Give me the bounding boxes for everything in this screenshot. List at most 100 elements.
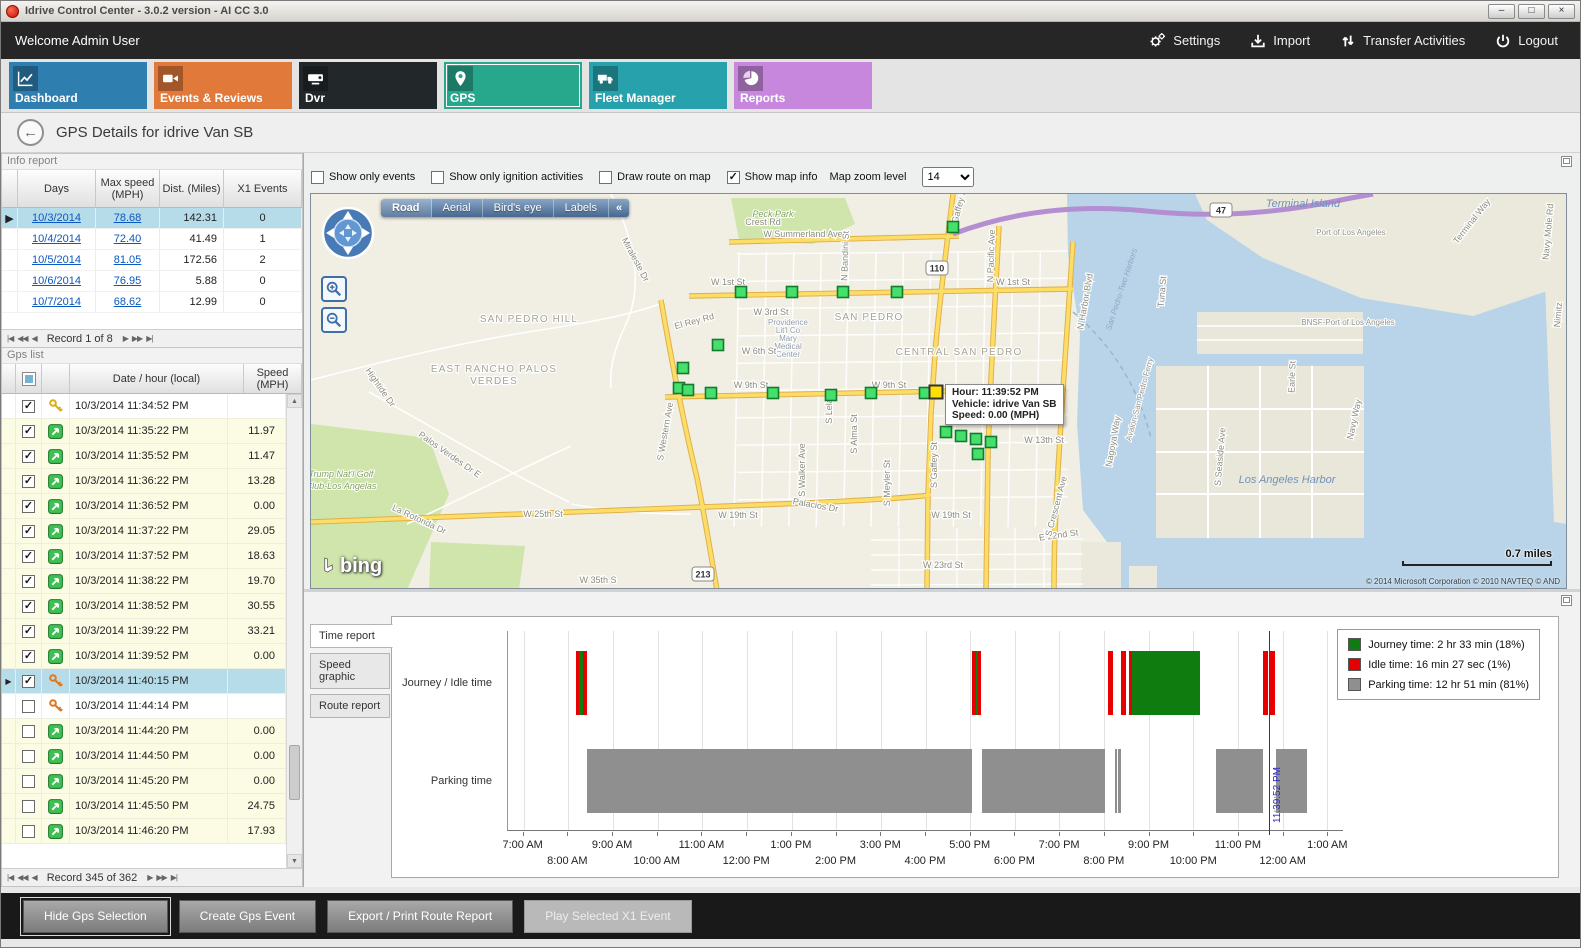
info-table-row[interactable]: 10/7/201468.6212.990 bbox=[2, 292, 302, 313]
select-all-button[interactable] bbox=[22, 372, 36, 386]
gps-marker[interactable] bbox=[941, 427, 952, 438]
checkbox[interactable]: ✓ bbox=[727, 171, 740, 184]
gps-marker[interactable] bbox=[892, 287, 903, 298]
tab-speed-graphic[interactable]: Speed graphic bbox=[310, 653, 390, 689]
gps-row[interactable]: ✓10/3/2014 11:35:22 PM11.97 bbox=[2, 419, 286, 444]
gps-marker[interactable] bbox=[678, 363, 689, 374]
scrollbar-thumb[interactable] bbox=[289, 745, 300, 800]
checkbox[interactable] bbox=[311, 171, 324, 184]
gps-row[interactable]: ✓10/3/2014 11:34:52 PM bbox=[2, 394, 286, 419]
gps-row[interactable]: ✓10/3/2014 11:35:52 PM11.47 bbox=[2, 444, 286, 469]
header-datetime[interactable]: Date / hour (local) bbox=[70, 364, 244, 394]
gps-row[interactable]: ✓10/3/2014 11:38:22 PM19.70 bbox=[2, 569, 286, 594]
hide-gps-selection-button[interactable]: Hide Gps Selection bbox=[23, 900, 168, 933]
checkbox[interactable] bbox=[599, 171, 612, 184]
gps-marker[interactable] bbox=[768, 388, 779, 399]
tab-time-report[interactable]: Time report bbox=[310, 624, 393, 648]
maximize-button[interactable]: □ bbox=[1518, 4, 1545, 19]
row-checkbox[interactable]: ✓ bbox=[22, 425, 35, 438]
row-checkbox[interactable] bbox=[22, 825, 35, 838]
collapse-map-menu-button[interactable]: « bbox=[609, 199, 629, 217]
next-page-button[interactable]: ▶▶ bbox=[156, 873, 166, 882]
row-checkbox[interactable] bbox=[22, 800, 35, 813]
gps-marker[interactable] bbox=[948, 222, 959, 233]
export-print-route-report-button[interactable]: Export / Print Route Report bbox=[327, 900, 513, 933]
tab-dvr[interactable]: Dvr bbox=[299, 62, 437, 109]
gps-row[interactable]: 10/3/2014 11:45:50 PM24.75 bbox=[2, 794, 286, 819]
info-table-row[interactable]: 10/6/201476.955.880 bbox=[2, 271, 302, 292]
row-checkbox[interactable]: ✓ bbox=[22, 575, 35, 588]
max-speed-link[interactable]: 72.40 bbox=[96, 229, 160, 250]
minimize-button[interactable]: – bbox=[1488, 4, 1515, 19]
gps-row[interactable]: ▶✓10/3/2014 11:40:15 PM bbox=[2, 669, 286, 694]
gps-row[interactable]: 10/3/2014 11:44:50 PM0.00 bbox=[2, 744, 286, 769]
gps-marker[interactable] bbox=[826, 390, 837, 401]
last-record-button[interactable]: ▶| bbox=[146, 334, 152, 343]
row-checkbox[interactable] bbox=[22, 725, 35, 738]
header-speed[interactable]: Speed (MPH) bbox=[244, 364, 302, 394]
option-show-only-ignition-activities[interactable]: Show only ignition activities bbox=[431, 171, 583, 184]
max-speed-link[interactable]: 68.62 bbox=[96, 292, 160, 313]
row-checkbox[interactable] bbox=[22, 750, 35, 763]
bing-map[interactable]: Crest RdW Summerland AveMiraleste DrN Ba… bbox=[311, 194, 1567, 589]
gps-marker[interactable] bbox=[736, 287, 747, 298]
tab-events-reviews[interactable]: Events & Reviews bbox=[154, 62, 292, 109]
last-record-button[interactable]: ▶| bbox=[171, 873, 177, 882]
info-table-row[interactable]: 10/5/201481.05172.562 bbox=[2, 250, 302, 271]
next-page-button[interactable]: ▶▶ bbox=[132, 334, 142, 343]
expand-map-panel-button[interactable] bbox=[1561, 156, 1572, 167]
scroll-up-button[interactable]: ▲ bbox=[287, 394, 302, 408]
days-link[interactable]: 10/6/2014 bbox=[18, 271, 96, 292]
next-record-button[interactable]: ▶ bbox=[123, 334, 128, 343]
gps-marker[interactable] bbox=[787, 287, 798, 298]
row-checkbox[interactable]: ✓ bbox=[22, 625, 35, 638]
map-view-aerial[interactable]: Aerial bbox=[432, 199, 483, 217]
scroll-down-button[interactable]: ▼ bbox=[287, 854, 302, 868]
row-checkbox[interactable] bbox=[22, 775, 35, 788]
max-speed-link[interactable]: 81.05 bbox=[96, 250, 160, 271]
header-max-speed[interactable]: Max speed (MPH) bbox=[96, 170, 160, 208]
checkbox[interactable] bbox=[431, 171, 444, 184]
play-selected-x1-event-button[interactable]: Play Selected X1 Event bbox=[524, 900, 691, 933]
prev-page-button[interactable]: ◀◀ bbox=[17, 873, 27, 882]
row-checkbox[interactable]: ✓ bbox=[22, 450, 35, 463]
gps-marker[interactable] bbox=[956, 431, 967, 442]
gps-row[interactable]: 10/3/2014 11:45:20 PM0.00 bbox=[2, 769, 286, 794]
gps-marker[interactable] bbox=[973, 449, 984, 460]
tab-fleet-manager[interactable]: Fleet Manager bbox=[589, 62, 727, 109]
map-container[interactable]: Crest RdW Summerland AveMiraleste DrN Ba… bbox=[310, 193, 1567, 589]
days-link[interactable]: 10/4/2014 bbox=[18, 229, 96, 250]
zoom-out-button[interactable] bbox=[321, 307, 347, 333]
gps-marker[interactable] bbox=[838, 287, 849, 298]
expand-report-panel-button[interactable] bbox=[1561, 595, 1572, 606]
action-import[interactable]: Import bbox=[1250, 33, 1310, 49]
option-show-only-events[interactable]: Show only events bbox=[311, 171, 415, 184]
tab-route-report[interactable]: Route report bbox=[310, 694, 390, 718]
days-link[interactable]: 10/7/2014 bbox=[18, 292, 96, 313]
max-speed-link[interactable]: 76.95 bbox=[96, 271, 160, 292]
info-table-row[interactable]: 10/4/201472.4041.491 bbox=[2, 229, 302, 250]
gps-row[interactable]: 10/3/2014 11:44:20 PM0.00 bbox=[2, 719, 286, 744]
header-dist[interactable]: Dist. (Miles) bbox=[160, 170, 224, 208]
row-checkbox[interactable]: ✓ bbox=[22, 600, 35, 613]
gps-marker[interactable] bbox=[683, 385, 694, 396]
map-view-bird-s-eye[interactable]: Bird's eye bbox=[483, 199, 554, 217]
gps-marker[interactable] bbox=[986, 437, 997, 448]
map-view-labels[interactable]: Labels bbox=[554, 199, 609, 217]
close-button[interactable]: × bbox=[1548, 4, 1575, 19]
row-checkbox[interactable]: ✓ bbox=[22, 550, 35, 563]
map-zoom-select[interactable]: 14 bbox=[922, 167, 974, 187]
header-days[interactable]: Days bbox=[18, 170, 96, 208]
create-gps-event-button[interactable]: Create Gps Event bbox=[179, 900, 316, 933]
first-record-button[interactable]: |◀ bbox=[7, 334, 13, 343]
gps-row[interactable]: ✓10/3/2014 11:37:22 PM29.05 bbox=[2, 519, 286, 544]
tab-gps[interactable]: GPS bbox=[444, 62, 582, 109]
compass-control[interactable] bbox=[319, 204, 377, 262]
row-checkbox[interactable] bbox=[22, 700, 35, 713]
zoom-in-button[interactable] bbox=[321, 276, 347, 302]
first-record-button[interactable]: |◀ bbox=[7, 873, 13, 882]
gps-marker[interactable] bbox=[706, 388, 717, 399]
prev-page-button[interactable]: ◀◀ bbox=[17, 334, 27, 343]
gps-row[interactable]: ✓10/3/2014 11:36:22 PM13.28 bbox=[2, 469, 286, 494]
row-checkbox[interactable]: ✓ bbox=[22, 500, 35, 513]
